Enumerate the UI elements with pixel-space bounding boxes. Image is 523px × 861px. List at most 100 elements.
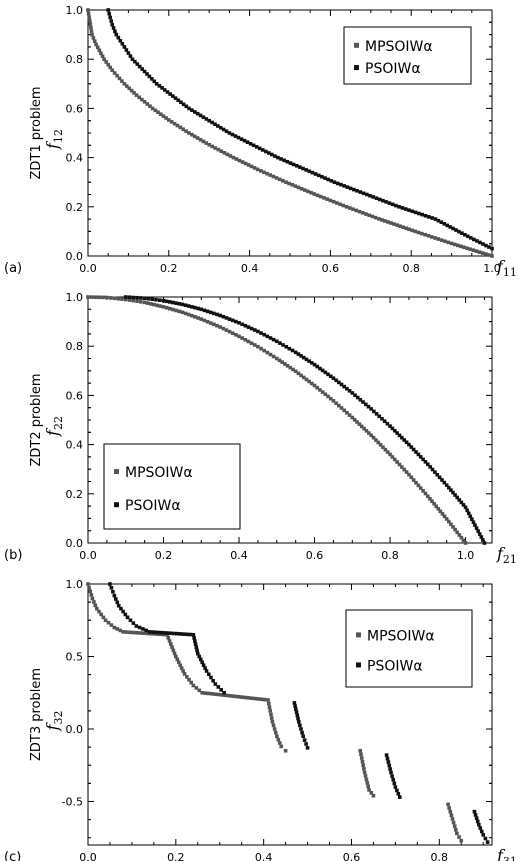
data-point bbox=[326, 394, 330, 399]
data-point bbox=[430, 216, 434, 220]
chart-panel-1: 0.0 0.2 0.4 0.6 0.8 1.0 0.0 0.2 0.4 0.6 0.8 1.0 MPSO… bbox=[4, 4, 517, 279]
data-point bbox=[120, 42, 125, 46]
data-point bbox=[421, 457, 425, 462]
data-point bbox=[331, 376, 336, 380]
data-point bbox=[281, 343, 285, 347]
x-axis-name: f11 bbox=[496, 257, 517, 279]
data-point bbox=[233, 134, 238, 138]
data-point bbox=[141, 631, 146, 635]
data-point bbox=[428, 496, 432, 501]
data-point bbox=[93, 295, 98, 299]
data-point bbox=[301, 166, 305, 171]
data-point bbox=[94, 42, 98, 47]
data-point bbox=[271, 723, 276, 728]
data-point bbox=[388, 452, 392, 457]
data-point bbox=[281, 178, 285, 183]
data-point bbox=[477, 532, 482, 536]
data-point bbox=[196, 316, 200, 320]
data-point bbox=[372, 409, 376, 414]
data-point bbox=[251, 143, 256, 148]
data-point bbox=[325, 197, 329, 201]
data-point bbox=[474, 816, 479, 820]
data-point bbox=[131, 298, 136, 303]
data-point bbox=[290, 348, 295, 353]
data-point bbox=[468, 514, 473, 519]
data-point bbox=[472, 237, 476, 242]
data-point bbox=[310, 170, 315, 175]
data-point bbox=[463, 232, 467, 237]
data-point bbox=[224, 328, 229, 332]
data-point bbox=[299, 354, 303, 358]
x-tick-label: 0.0 bbox=[79, 262, 97, 275]
data-point bbox=[274, 176, 279, 180]
data-point bbox=[142, 69, 147, 74]
data-point bbox=[191, 632, 196, 637]
data-point bbox=[173, 96, 178, 100]
data-point bbox=[288, 365, 293, 370]
panel-tag: (c) bbox=[4, 850, 21, 861]
data-point bbox=[193, 305, 197, 310]
data-point bbox=[190, 132, 194, 137]
data-point bbox=[174, 308, 178, 313]
data-point bbox=[204, 141, 209, 145]
data-point bbox=[190, 305, 194, 309]
data-point bbox=[334, 378, 338, 383]
data-point bbox=[109, 19, 114, 23]
data-point bbox=[161, 305, 166, 309]
data-point bbox=[226, 693, 231, 698]
data-point bbox=[285, 364, 290, 368]
data-point bbox=[158, 112, 163, 116]
legend: MPSOIWα PSOIWα bbox=[343, 26, 472, 85]
data-point bbox=[179, 666, 184, 670]
data-point bbox=[388, 424, 392, 428]
data-point bbox=[483, 836, 488, 841]
data-point bbox=[487, 245, 491, 249]
data-point bbox=[174, 631, 179, 636]
data-point bbox=[306, 189, 310, 194]
data-point bbox=[304, 742, 308, 746]
y-tick-label: 0.0 bbox=[66, 723, 84, 736]
legend-label: MPSOIWα bbox=[125, 465, 193, 481]
data-point bbox=[115, 600, 120, 605]
data-point bbox=[378, 443, 383, 447]
data-point bbox=[158, 304, 163, 308]
data-point bbox=[309, 190, 313, 195]
data-point bbox=[293, 369, 298, 374]
data-point bbox=[243, 161, 248, 166]
data-point bbox=[150, 77, 154, 81]
data-point bbox=[228, 154, 233, 158]
data-point bbox=[413, 229, 418, 234]
data-point bbox=[233, 694, 237, 699]
data-point bbox=[481, 538, 485, 542]
legend: MPSOIWα PSOIWα bbox=[103, 443, 241, 530]
data-point bbox=[377, 217, 381, 221]
data-point bbox=[150, 106, 155, 111]
data-point bbox=[364, 777, 369, 782]
data-point bbox=[140, 67, 144, 71]
data-point bbox=[335, 201, 339, 205]
data-point bbox=[155, 303, 160, 308]
data-point bbox=[468, 247, 473, 252]
data-point bbox=[361, 763, 365, 768]
y-axis-name: f12 bbox=[43, 129, 65, 150]
data-point bbox=[207, 118, 211, 123]
data-point bbox=[164, 631, 169, 635]
data-point bbox=[252, 328, 257, 332]
data-point bbox=[246, 339, 251, 344]
data-point bbox=[210, 692, 214, 696]
x-axis-name: f21 bbox=[496, 544, 517, 566]
data-point bbox=[130, 57, 135, 61]
data-point bbox=[386, 760, 391, 764]
data-point bbox=[423, 460, 428, 464]
data-point bbox=[347, 389, 352, 393]
data-point bbox=[187, 106, 191, 111]
data-point bbox=[167, 118, 171, 122]
data-point bbox=[172, 651, 177, 656]
data-point bbox=[269, 716, 274, 720]
data-point bbox=[478, 826, 483, 830]
data-point bbox=[156, 110, 160, 115]
data-point bbox=[180, 302, 185, 307]
data-point bbox=[444, 483, 449, 487]
data-point bbox=[198, 657, 203, 662]
data-point bbox=[260, 148, 265, 152]
